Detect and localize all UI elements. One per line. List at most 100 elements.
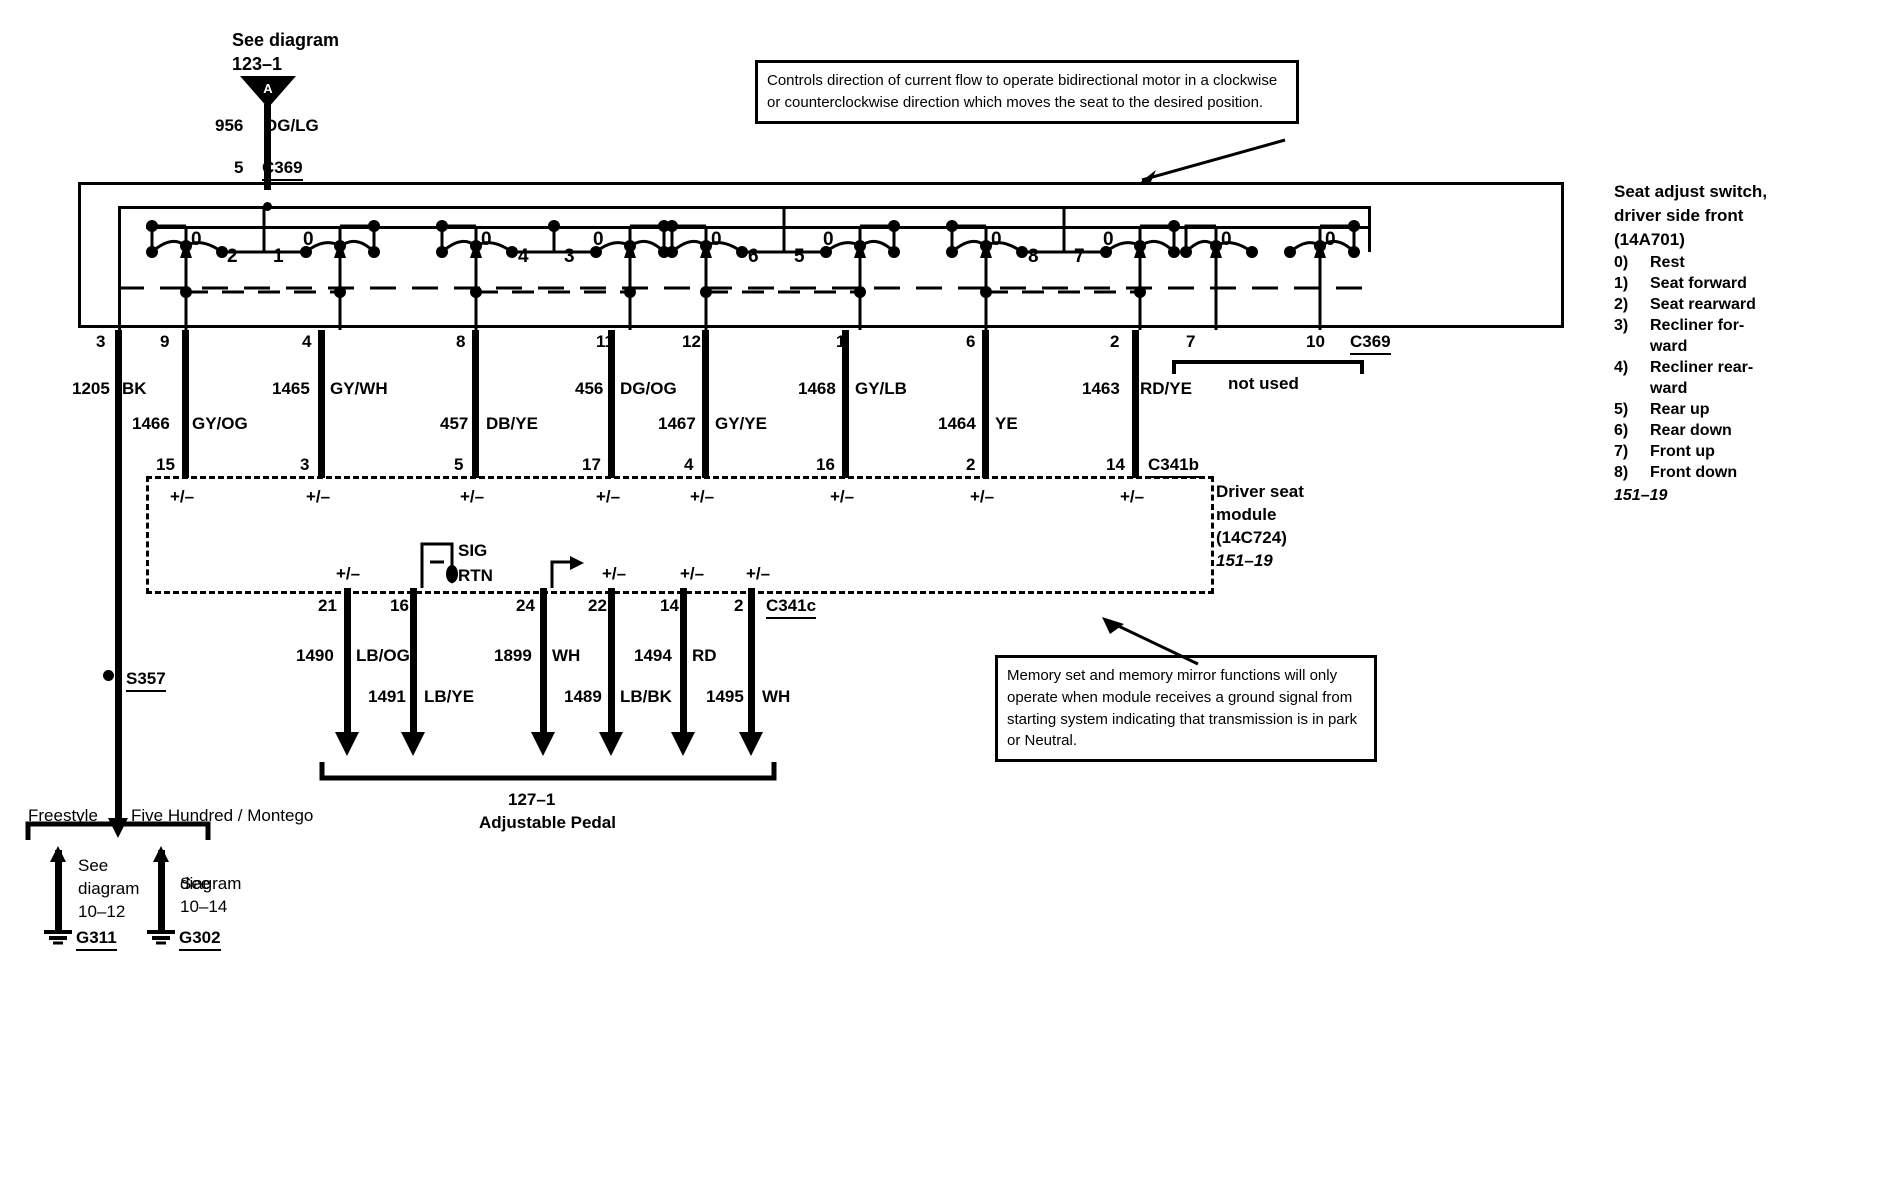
switch-part-number: (14A701)	[1614, 230, 1685, 249]
g302-see-line2-vis: diagram	[180, 874, 242, 893]
polarity-mark-6: +/–	[830, 487, 855, 506]
switch-pin-4: 4	[302, 332, 312, 351]
switch-pin-6: 6	[966, 332, 976, 351]
switch-name-line2: driver side front	[1614, 206, 1744, 225]
switch-pos-4-label: Recliner rear-	[1650, 359, 1754, 376]
switch-contacts-diagram	[118, 206, 1368, 330]
memory-callout-leader-line	[1102, 617, 1199, 666]
module-ref-number: 151–19	[1216, 551, 1273, 570]
switch-pos-3b-label: ward	[1650, 338, 1688, 355]
switch-pos-6-label: Rear down	[1650, 422, 1732, 439]
wire-1463-rdye	[1132, 330, 1139, 478]
wire-num-456: 456	[575, 379, 604, 398]
signal-flag-icon	[550, 556, 584, 588]
module-pin-5: 5	[454, 455, 464, 474]
g311-see-line1: See	[78, 856, 109, 875]
switch-pos-1-label: Seat forward	[1650, 275, 1747, 292]
pedal-pin-22: 22	[588, 596, 607, 615]
module-pin-4: 4	[684, 455, 694, 474]
feed-bus-junction-dot	[263, 202, 272, 211]
polarity-mark-3: +/–	[460, 487, 485, 506]
wire-1464-ye	[982, 330, 989, 478]
switch-pair-c-right: 5	[794, 246, 805, 267]
switch-pin-9: 9	[160, 332, 170, 351]
wire-1465-gywh	[318, 330, 325, 478]
polarity-mark-8: +/–	[1120, 487, 1145, 506]
pedal-num-1490: 1490	[296, 646, 334, 665]
ground-wire-color-bk: BK	[122, 379, 147, 398]
polarity-mark-1: +/–	[170, 487, 195, 506]
switch-pair-c-left: 6	[748, 246, 759, 267]
wire-col-1467: GY/YE	[715, 414, 767, 433]
pedal-col-1490: LB/OG	[356, 646, 410, 665]
pedal-pin-14: 14	[660, 596, 679, 615]
pedal-pin-16: 16	[390, 596, 409, 615]
module-pin-15: 15	[156, 455, 175, 474]
wire-col-1465: GY/WH	[330, 379, 388, 398]
pedal-wire-1495	[748, 588, 755, 740]
switch-pos-3-label: Recliner for-	[1650, 317, 1745, 334]
wire-col-1466: GY/OG	[192, 414, 248, 433]
pedal-ref-number: 127–1	[508, 790, 556, 809]
pedal-pin-2: 2	[734, 596, 744, 615]
switch-rest-label-9: 0	[1221, 229, 1232, 250]
switch-rest-label-8: 0	[1103, 229, 1114, 250]
feed-wire-number: 956	[215, 116, 244, 135]
switch-pos-2-num: 2)	[1614, 296, 1629, 313]
see-diagram-ref-label-line2: 123–1	[232, 54, 283, 74]
switch-pair-b-right: 3	[564, 246, 575, 267]
rtn-label: RTN	[458, 566, 493, 585]
module-pin-2: 2	[966, 455, 976, 474]
switch-rest-label-5: 0	[711, 229, 722, 250]
switch-pos-8-label: Front down	[1650, 464, 1738, 481]
wire-1467-gyye	[702, 330, 709, 478]
splice-s357-label: S357	[126, 669, 166, 692]
switch-pos-4b-label: ward	[1650, 380, 1688, 397]
ground-wire-1205-bk	[115, 330, 122, 820]
ground-g311-wire	[55, 850, 62, 930]
pedal-wire-1494	[680, 588, 687, 740]
switch-pin-10-unused: 10	[1306, 332, 1325, 351]
connector-c341b: C341b	[1148, 455, 1200, 478]
ground-wire-number-1205: 1205	[72, 379, 110, 398]
wire-col-1464: YE	[995, 414, 1018, 433]
splice-s357-dot	[103, 670, 114, 681]
switch-pos-8-num: 8)	[1614, 464, 1629, 481]
wire-col-457: DB/YE	[486, 414, 538, 433]
wire-num-1463: 1463	[1082, 379, 1120, 398]
branch-label-freestyle: Freestyle	[28, 806, 98, 825]
feed-connector-c369: C369	[262, 158, 303, 181]
adjustable-pedal-bracket	[319, 762, 777, 781]
wire-num-1466: 1466	[132, 414, 170, 433]
switch-pos-7-num: 7)	[1614, 443, 1629, 460]
switch-ref-number: 151–19	[1614, 487, 1668, 504]
motor-callout-leader-line	[1138, 138, 1286, 184]
seat-adjust-switch-box	[78, 182, 1564, 328]
switch-pos-5-label: Rear up	[1650, 401, 1710, 418]
switch-pos-0-label: Rest	[1650, 254, 1685, 271]
polarity-mark-b3: +/–	[680, 564, 705, 583]
ground-branch-lines	[25, 818, 211, 840]
wire-457-dbye	[472, 330, 479, 478]
connector-c341c: C341c	[766, 596, 817, 619]
switch-pin-7-unused: 7	[1186, 332, 1196, 351]
pedal-num-1489: 1489	[564, 687, 602, 706]
pedal-wire-1899	[540, 588, 547, 740]
pedal-label: Adjustable Pedal	[479, 813, 616, 832]
switch-rest-label-2: 0	[303, 229, 314, 250]
switch-rest-label-1: 0	[191, 229, 202, 250]
wire-col-1468: GY/LB	[855, 379, 907, 398]
switch-pin-2: 2	[1110, 332, 1120, 351]
splice-a-icon: A	[240, 76, 296, 108]
switch-pos-2-label: Seat rearward	[1650, 296, 1756, 313]
module-pin-16: 16	[816, 455, 835, 474]
switch-pos-7-label: Front up	[1650, 443, 1715, 460]
switch-pos-1-num: 1)	[1614, 275, 1629, 292]
switch-pin-8: 8	[456, 332, 466, 351]
wire-num-457: 457	[440, 414, 469, 433]
switch-pair-b-left: 4	[518, 246, 529, 267]
g302-see-line3: 10–14	[180, 897, 228, 916]
module-pin-3: 3	[300, 455, 310, 474]
pedal-pin-24: 24	[516, 596, 535, 615]
switch-pair-d-right: 7	[1074, 246, 1085, 267]
